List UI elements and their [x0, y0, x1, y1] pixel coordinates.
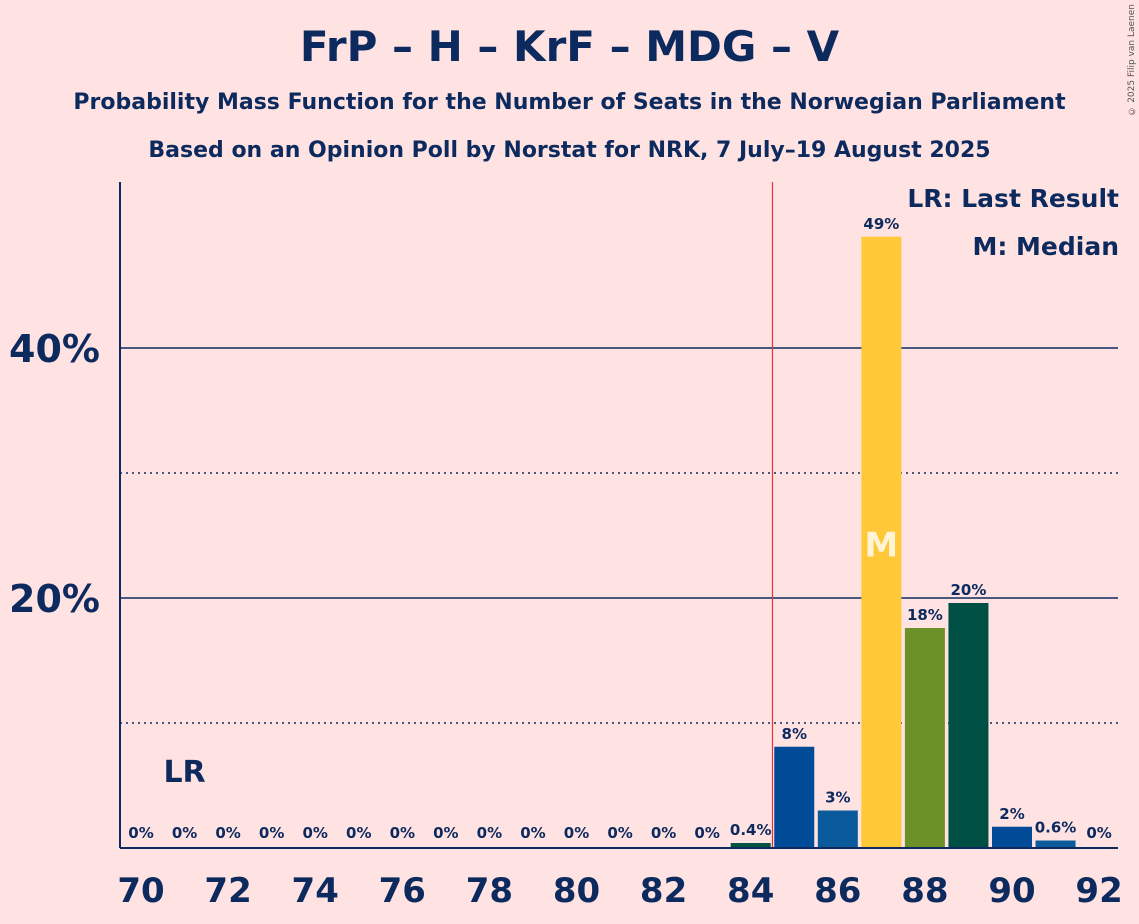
- y-tick-label: 20%: [9, 577, 100, 621]
- bar-label-84: 0.4%: [730, 821, 772, 839]
- grid-lines: [120, 182, 1118, 848]
- bar-90: [992, 826, 1032, 848]
- bar-label-82: 0%: [651, 824, 676, 842]
- bar-label-72: 0%: [215, 824, 240, 842]
- bars: [730, 236, 1076, 848]
- x-tick-label: 88: [901, 871, 948, 911]
- bar-label-81: 0%: [607, 824, 632, 842]
- bar-labels: 0% 0% 0% 0% 0% 0% 0% 0% 0% 0% 0% 0% 0% 0% 0.4% 8% 3% 49% 1…: [128, 215, 1112, 842]
- x-tick-label: 90: [988, 871, 1035, 911]
- x-tick-label: 72: [204, 871, 251, 911]
- median-marker: M: [864, 525, 898, 565]
- bar-label-78: 0%: [477, 824, 502, 842]
- bar-label-70: 0%: [128, 824, 153, 842]
- x-tick-label: 92: [1075, 871, 1122, 911]
- bar-label-79: 0%: [520, 824, 545, 842]
- bar-88: [904, 628, 945, 848]
- x-tick-label: 70: [117, 871, 164, 911]
- bar-89: [948, 603, 989, 848]
- axes: 20% 40% 70 72 74 76 78 80 82 84 86 88 90 92: [9, 182, 1123, 911]
- bar-label-73: 0%: [259, 824, 284, 842]
- legend-median: M: Median: [972, 232, 1119, 261]
- bar-label-87: 49%: [863, 215, 899, 233]
- bar-label-75: 0%: [346, 824, 371, 842]
- x-tick-label: 74: [292, 871, 339, 911]
- bar-87: [861, 236, 902, 848]
- last-result-marker: LR: [163, 755, 205, 790]
- bar-label-89: 20%: [950, 581, 986, 599]
- bar-label-86: 3%: [825, 789, 850, 807]
- x-tick-label: 84: [727, 871, 774, 911]
- chart-subtitle-source: Based on an Opinion Poll by Norstat for …: [148, 138, 991, 163]
- bar-label-76: 0%: [390, 824, 415, 842]
- bar-86: [817, 810, 858, 848]
- x-tick-label: 76: [379, 871, 426, 911]
- bar-label-74: 0%: [302, 824, 327, 842]
- bar-label-92: 0%: [1086, 824, 1111, 842]
- bar-label-88: 18%: [907, 606, 943, 624]
- bar-label-77: 0%: [433, 824, 458, 842]
- bar-label-91: 0.6%: [1035, 819, 1077, 837]
- chart-title: FrP – H – KrF – MDG – V: [299, 22, 840, 71]
- bar-label-71: 0%: [172, 824, 197, 842]
- legend-last-result: LR: Last Result: [907, 184, 1119, 213]
- bar-91: [1035, 840, 1076, 848]
- x-tick-label: 78: [466, 871, 513, 911]
- bar-label-83: 0%: [694, 824, 719, 842]
- chart-subtitle: Probability Mass Function for the Number…: [73, 90, 1066, 115]
- x-tick-label: 80: [553, 871, 600, 911]
- x-tick-label: 86: [814, 871, 861, 911]
- y-tick-label: 40%: [9, 327, 100, 371]
- bar-label-85: 8%: [782, 725, 807, 743]
- bar-84: [730, 843, 771, 848]
- bar-label-90: 2%: [999, 805, 1024, 823]
- bar-label-80: 0%: [564, 824, 589, 842]
- x-tick-label: 82: [640, 871, 687, 911]
- bar-85: [774, 746, 815, 848]
